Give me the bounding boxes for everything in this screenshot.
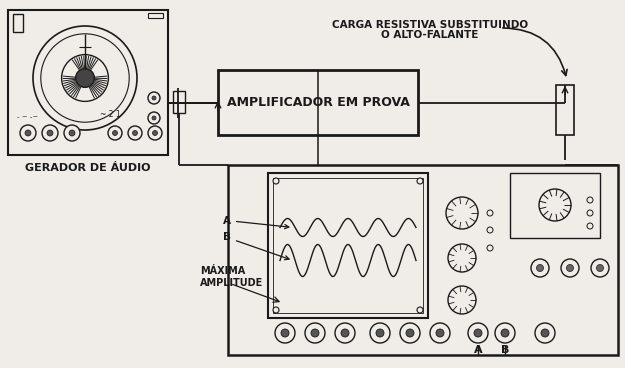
Circle shape bbox=[69, 130, 75, 136]
Circle shape bbox=[62, 54, 108, 102]
Circle shape bbox=[281, 329, 289, 337]
Circle shape bbox=[41, 34, 129, 122]
Text: B: B bbox=[501, 345, 509, 355]
Circle shape bbox=[561, 259, 579, 277]
Circle shape bbox=[417, 307, 423, 313]
Circle shape bbox=[152, 131, 158, 135]
Circle shape bbox=[370, 323, 390, 343]
Circle shape bbox=[64, 125, 80, 141]
Circle shape bbox=[596, 265, 604, 272]
Circle shape bbox=[430, 323, 450, 343]
Text: AMPLIFICADOR EM PROVA: AMPLIFICADOR EM PROVA bbox=[227, 96, 409, 109]
Circle shape bbox=[448, 244, 476, 272]
Circle shape bbox=[273, 178, 279, 184]
Circle shape bbox=[541, 329, 549, 337]
Circle shape bbox=[341, 329, 349, 337]
Circle shape bbox=[566, 265, 574, 272]
Bar bbox=[510, 173, 600, 238]
Bar bbox=[218, 70, 418, 135]
Circle shape bbox=[535, 323, 555, 343]
Circle shape bbox=[152, 116, 156, 120]
Circle shape bbox=[536, 265, 544, 272]
Text: GERADOR DE ÁUDIO: GERADOR DE ÁUDIO bbox=[25, 163, 151, 173]
Circle shape bbox=[128, 126, 142, 140]
Circle shape bbox=[495, 323, 515, 343]
Circle shape bbox=[487, 210, 493, 216]
Circle shape bbox=[112, 131, 118, 135]
Circle shape bbox=[20, 125, 36, 141]
Text: CARGA RESISTIVA SUBSTITUINDO: CARGA RESISTIVA SUBSTITUINDO bbox=[332, 20, 528, 30]
Circle shape bbox=[400, 323, 420, 343]
Circle shape bbox=[305, 323, 325, 343]
Circle shape bbox=[132, 131, 138, 135]
Bar bbox=[8, 10, 168, 155]
Text: ~ 2 1: ~ 2 1 bbox=[100, 110, 120, 119]
Circle shape bbox=[76, 69, 94, 87]
Text: - ~ -~: - ~ -~ bbox=[18, 114, 39, 120]
Circle shape bbox=[148, 126, 162, 140]
Bar bbox=[273, 178, 423, 313]
Circle shape bbox=[406, 329, 414, 337]
Circle shape bbox=[446, 197, 478, 229]
Circle shape bbox=[25, 130, 31, 136]
Text: A: A bbox=[474, 345, 482, 355]
Circle shape bbox=[273, 307, 279, 313]
Circle shape bbox=[474, 329, 482, 337]
Circle shape bbox=[487, 227, 493, 233]
Text: B: B bbox=[223, 233, 289, 260]
Circle shape bbox=[591, 259, 609, 277]
Circle shape bbox=[501, 329, 509, 337]
Circle shape bbox=[47, 130, 53, 136]
Circle shape bbox=[335, 323, 355, 343]
Circle shape bbox=[587, 223, 593, 229]
Circle shape bbox=[33, 26, 137, 130]
Bar bbox=[148, 13, 163, 18]
Circle shape bbox=[587, 210, 593, 216]
Bar bbox=[13, 14, 23, 32]
Circle shape bbox=[108, 126, 122, 140]
Bar bbox=[173, 91, 185, 113]
Circle shape bbox=[531, 259, 549, 277]
Bar bbox=[228, 165, 618, 355]
Circle shape bbox=[417, 178, 423, 184]
Circle shape bbox=[587, 197, 593, 203]
Circle shape bbox=[539, 189, 571, 221]
Circle shape bbox=[148, 92, 160, 104]
Text: MÁXIMA: MÁXIMA bbox=[200, 265, 245, 276]
Bar bbox=[556, 85, 574, 135]
Circle shape bbox=[376, 329, 384, 337]
Text: AMPLITUDE: AMPLITUDE bbox=[200, 277, 263, 287]
Circle shape bbox=[436, 329, 444, 337]
Circle shape bbox=[275, 323, 295, 343]
Circle shape bbox=[468, 323, 488, 343]
Circle shape bbox=[487, 245, 493, 251]
Bar bbox=[268, 173, 428, 318]
Circle shape bbox=[148, 112, 160, 124]
Circle shape bbox=[42, 125, 58, 141]
Text: O ALTO-FALANTE: O ALTO-FALANTE bbox=[381, 30, 479, 40]
Circle shape bbox=[448, 286, 476, 314]
Circle shape bbox=[311, 329, 319, 337]
Text: A: A bbox=[223, 216, 289, 229]
Circle shape bbox=[152, 96, 156, 100]
